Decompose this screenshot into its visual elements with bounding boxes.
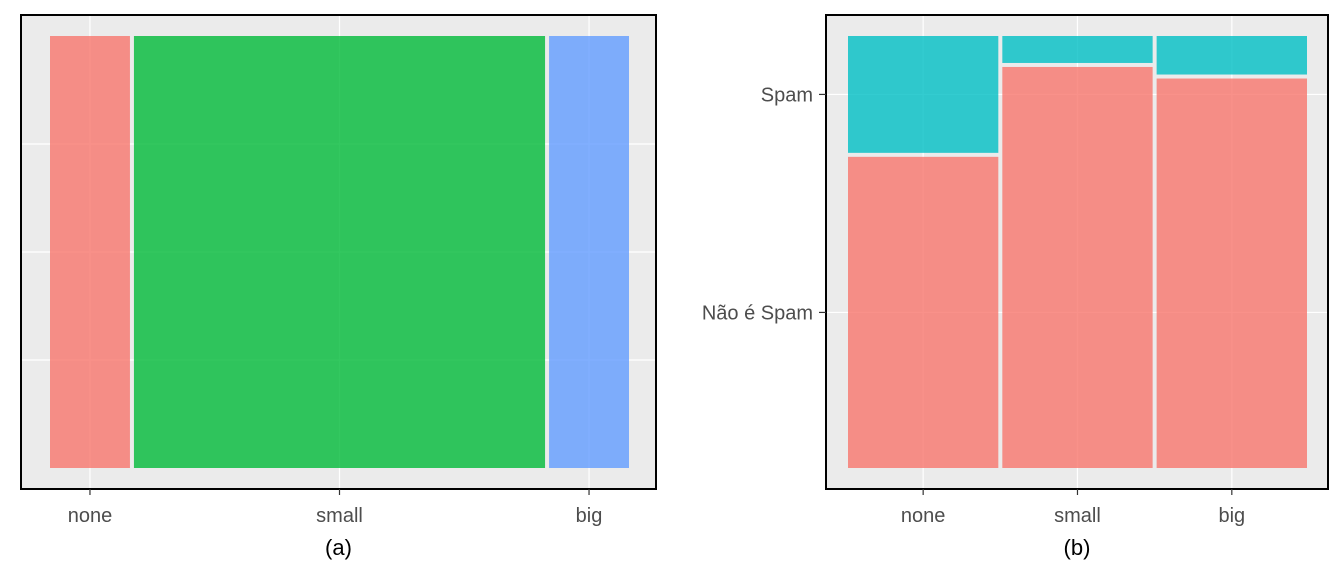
tiles-b [848,36,1307,469]
tiles-a [50,36,629,468]
tile-b-small-nao-spam [1002,66,1153,469]
x-axis-a: none small big [68,489,603,527]
tile-b-big-nao-spam [1156,78,1307,469]
tile-a-none [50,36,130,468]
x-axis-b: none small big [901,489,1245,527]
y-tick-label-b-nao-spam: Não é Spam [702,302,813,324]
caption-b: (b) [1064,535,1091,560]
x-tick-label-b-none: none [901,505,946,527]
chart-panel-b: none small big Spam Não é Spam (b) [702,14,1329,560]
tile-a-small [133,36,546,468]
plot-border-a [20,14,657,490]
x-tick-label-a-none: none [68,505,113,527]
x-tick-label-a-big: big [576,505,603,527]
x-tick-label-a-small: small [316,505,363,527]
y-axis-b: Spam Não é Spam [702,84,826,324]
y-tick-label-b-spam: Spam [761,84,813,106]
tile-b-small-spam [1002,36,1153,63]
x-tick-label-b-big: big [1218,505,1245,527]
tile-b-none-nao-spam [848,156,999,468]
tile-b-none-spam [848,36,999,153]
chart-panel-a: none small big (a) [20,14,657,560]
tile-b-big-spam [1156,36,1307,75]
tile-a-big [549,36,629,468]
caption-a: (a) [325,535,352,560]
x-tick-label-b-small: small [1054,505,1101,527]
